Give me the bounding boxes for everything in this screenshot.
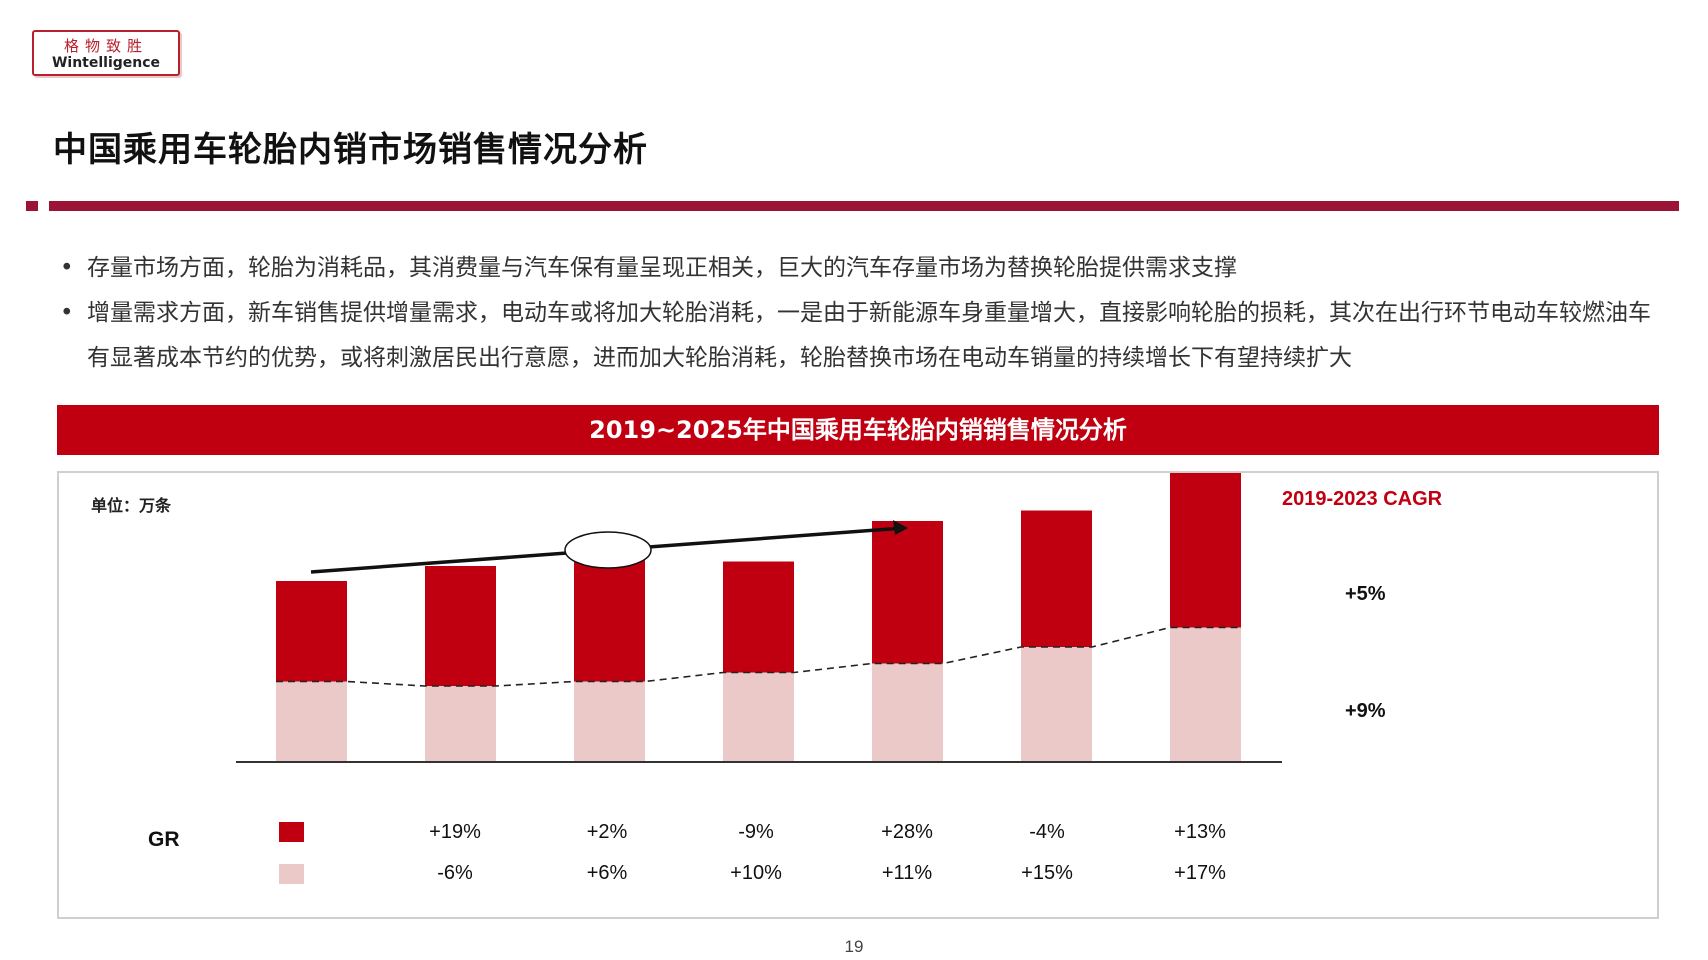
gr-label: GR (148, 828, 180, 851)
bar-segment-bottom (723, 672, 794, 761)
logo-english-text: Wintelligence (51, 55, 161, 71)
gr-swatch-bottom-series (279, 864, 304, 884)
bullet-item-stock-market: 存量市场方面，轮胎为消耗品，其消费量与汽车保有量呈现正相关，巨大的汽车存量市场为… (60, 246, 1660, 291)
gr-value: +28% (881, 821, 933, 843)
gr-value: +17% (1174, 862, 1226, 884)
bar-segment-bottom (425, 686, 496, 761)
gr-value: -9% (738, 821, 774, 843)
gr-value: -6% (437, 862, 473, 884)
page-title: 中国乘用车轮胎内销市场销售情况分析 (53, 130, 648, 170)
chart-frame (57, 471, 1659, 919)
bar-segment-bottom (276, 681, 347, 761)
bar-segment-bottom (574, 681, 645, 761)
bar-group (276, 473, 1241, 761)
title-rule-marker (26, 201, 38, 211)
gr-value: +15% (1021, 862, 1073, 884)
gr-value: -4% (1029, 821, 1065, 843)
gr-value: +2% (586, 821, 628, 843)
gr-value: +19% (429, 821, 481, 843)
bar-segment-top (574, 560, 645, 682)
gr-value: +13% (1174, 821, 1226, 843)
bar-segment-top (872, 521, 943, 664)
logo-chinese-text: 格物致胜 (63, 37, 148, 55)
company-logo: 格物致胜 Wintelligence (32, 30, 180, 76)
bar-segment-top (1021, 510, 1092, 647)
cagr-title: 2019-2023 CAGR (1282, 488, 1443, 510)
bullet-list: 存量市场方面，轮胎为消耗品，其消费量与汽车保有量呈现正相关，巨大的汽车存量市场为… (60, 246, 1660, 381)
title-rule (49, 201, 1679, 211)
chart-banner: 2019~2025年中国乘用车轮胎内销销售情况分析 (57, 405, 1659, 455)
cagr-value-top: +5% (1345, 583, 1386, 605)
gr-value: +11% (881, 862, 933, 884)
highlight-ellipse (564, 531, 652, 569)
page-number: 19 (844, 937, 864, 956)
bar-segment-bottom (1021, 647, 1092, 761)
bar-segment-bottom (1170, 627, 1241, 761)
trend-dashed-line (276, 626, 1241, 687)
gr-value: +6% (586, 862, 628, 884)
cagr-value-bottom: +9% (1345, 700, 1386, 722)
gr-value: +10% (730, 862, 782, 884)
unit-label: 单位：万条 (91, 496, 172, 515)
bar-segment-top (1170, 473, 1241, 628)
bar-segment-top (425, 566, 496, 686)
bar-segment-top (723, 561, 794, 673)
bullet-item-incremental-demand: 增量需求方面，新车销售提供增量需求，电动车或将加大轮胎消耗，一是由于新能源车身重… (60, 291, 1660, 381)
growth-arrow-head (893, 520, 908, 535)
bar-segment-bottom (872, 663, 943, 761)
bar-segment-top (276, 581, 347, 682)
gr-swatch-top-series (279, 822, 304, 842)
